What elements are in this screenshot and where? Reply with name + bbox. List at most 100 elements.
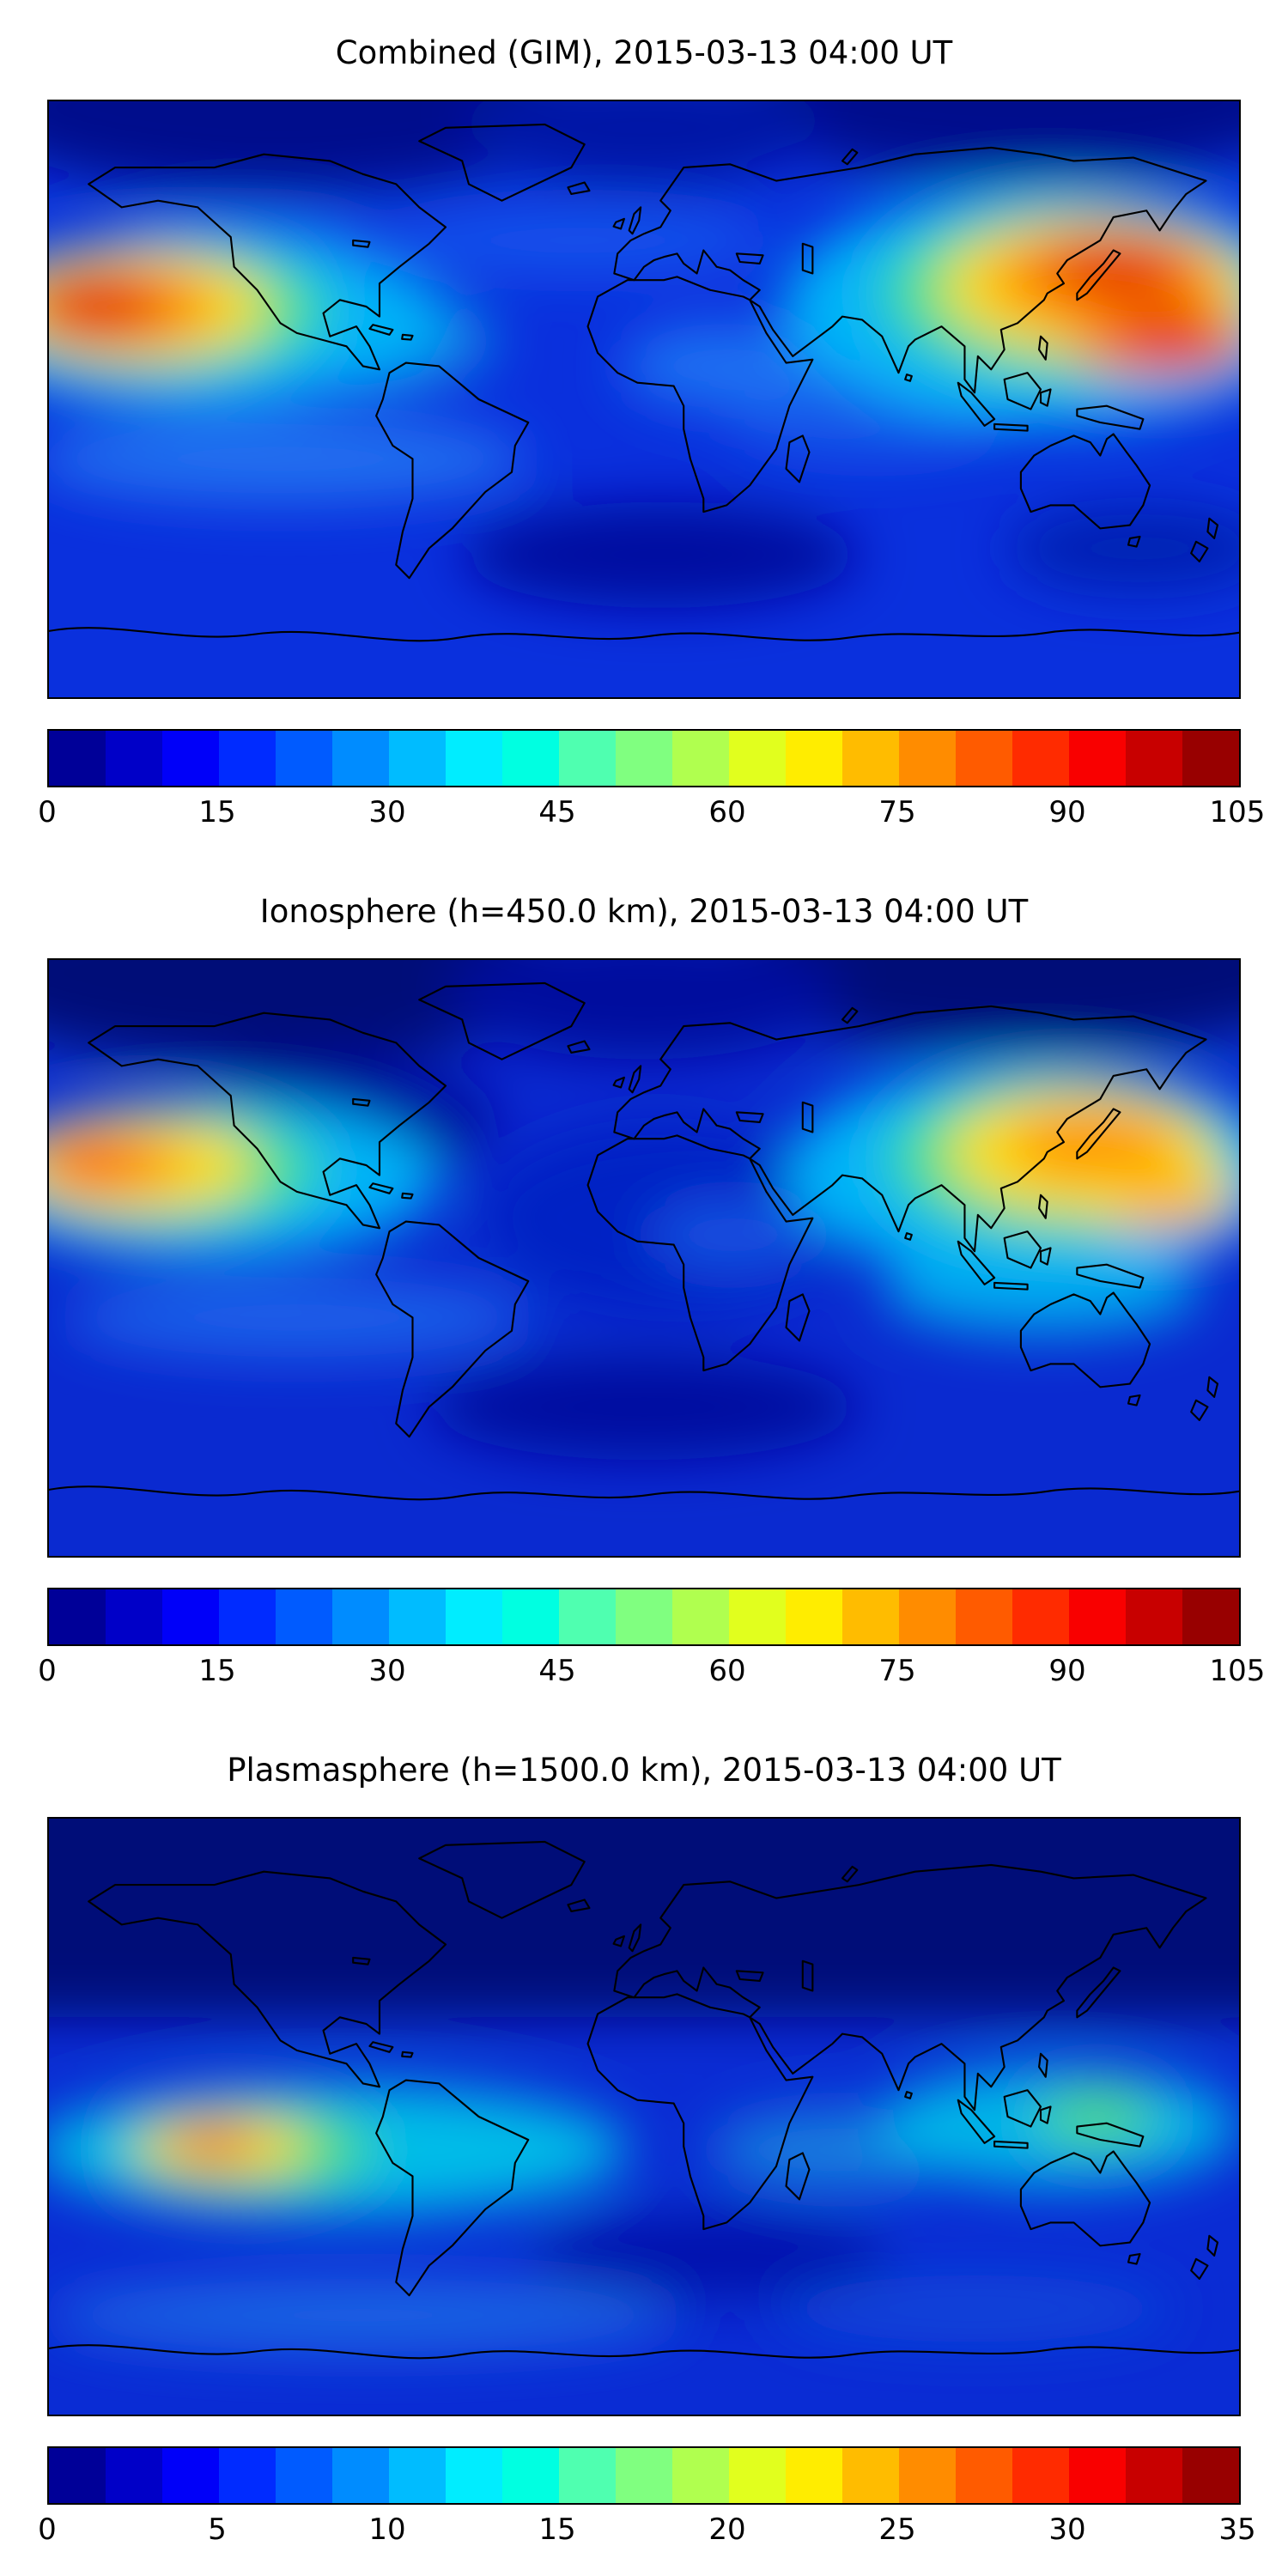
colorbar-segment xyxy=(786,1589,842,1644)
colorbar-segment xyxy=(1126,731,1182,786)
colorbar-segment xyxy=(899,2448,956,2503)
panel-ionosphere: Ionosphere (h=450.0 km), 2015-03-13 04:0… xyxy=(0,859,1288,1717)
colorbar-segment xyxy=(219,2448,276,2503)
colorbar-segment xyxy=(332,1589,389,1644)
tick-label: 0 xyxy=(38,1654,57,1688)
colorbar-segment xyxy=(1012,2448,1069,2503)
colorbar-segment xyxy=(446,731,502,786)
colorbar-ticks-plasmasphere: 0 5 10 15 20 25 30 35 xyxy=(38,2512,1255,2552)
colorbar-ticks-combined: 0 15 30 45 60 75 90 105 xyxy=(38,795,1265,835)
tick-label: 90 xyxy=(1048,795,1086,829)
colorbar-segment xyxy=(1069,1589,1126,1644)
panel-plasmasphere: Plasmasphere (h=1500.0 km), 2015-03-13 0… xyxy=(0,1717,1288,2576)
colorbar-segment xyxy=(956,1589,1012,1644)
panel-title-combined: Combined (GIM), 2015-03-13 04:00 UT xyxy=(335,34,953,71)
colorbar-segment xyxy=(49,731,106,786)
panel-combined: Combined (GIM), 2015-03-13 04:00 UT xyxy=(0,0,1288,859)
tick-label: 45 xyxy=(538,1654,576,1688)
tick-label: 5 xyxy=(208,2512,227,2547)
colorbar-segment xyxy=(219,731,276,786)
colorbar-segment xyxy=(276,731,332,786)
colorbar-segment xyxy=(672,731,729,786)
colorbar-segment xyxy=(729,2448,786,2503)
colorbar-segment xyxy=(1069,2448,1126,2503)
tick-label: 30 xyxy=(368,795,406,829)
colorbar-segment xyxy=(842,731,899,786)
colorbar-segment xyxy=(1182,1589,1239,1644)
colorbar-ionosphere xyxy=(47,1588,1241,1646)
colorbar-segment xyxy=(1012,731,1069,786)
tick-label: 10 xyxy=(368,2512,406,2547)
colorbar-segment xyxy=(899,731,956,786)
tick-label: 15 xyxy=(538,2512,576,2547)
colorbar-segment xyxy=(49,1589,106,1644)
colorbar-segment xyxy=(502,1589,559,1644)
map-plasmasphere xyxy=(47,1817,1241,2416)
colorbar-segment xyxy=(276,2448,332,2503)
tick-label: 45 xyxy=(538,795,576,829)
colorbar-segment xyxy=(502,2448,559,2503)
colorbar-segment xyxy=(389,2448,446,2503)
map-combined xyxy=(47,100,1241,699)
tick-label: 75 xyxy=(878,795,916,829)
colorbar-segment xyxy=(559,2448,616,2503)
colorbar-segment xyxy=(49,2448,106,2503)
colorbar-segment xyxy=(162,2448,219,2503)
tick-label: 0 xyxy=(38,795,57,829)
tick-label: 15 xyxy=(198,1654,236,1688)
colorbar-segment xyxy=(389,1589,446,1644)
colorbar-segment xyxy=(672,2448,729,2503)
colorbar-segment xyxy=(219,1589,276,1644)
colorbar-segment xyxy=(786,2448,842,2503)
colorbar-segment xyxy=(616,2448,672,2503)
panel-title-ionosphere: Ionosphere (h=450.0 km), 2015-03-13 04:0… xyxy=(259,893,1029,930)
tick-label: 30 xyxy=(1048,2512,1086,2547)
colorbar-segment xyxy=(332,731,389,786)
colorbar-segment xyxy=(446,1589,502,1644)
colorbar-combined xyxy=(47,729,1241,787)
colorbar-segment xyxy=(786,731,842,786)
tick-label: 0 xyxy=(38,2512,57,2547)
world-tec-map-plasmasphere xyxy=(49,1819,1239,2415)
tick-label: 35 xyxy=(1218,2512,1256,2547)
colorbar-segment xyxy=(106,731,162,786)
colorbar-segment xyxy=(106,2448,162,2503)
colorbar-segment xyxy=(1012,1589,1069,1644)
tick-label: 75 xyxy=(878,1654,916,1688)
colorbar-segment xyxy=(956,2448,1012,2503)
map-ionosphere xyxy=(47,958,1241,1558)
colorbar-segment xyxy=(502,731,559,786)
panel-title-plasmasphere: Plasmasphere (h=1500.0 km), 2015-03-13 0… xyxy=(227,1752,1061,1789)
colorbar-segment xyxy=(106,1589,162,1644)
colorbar-segment xyxy=(446,2448,502,2503)
colorbar-segment xyxy=(956,731,1012,786)
colorbar-segment xyxy=(162,731,219,786)
colorbar-segment xyxy=(1182,2448,1239,2503)
tick-label: 15 xyxy=(198,795,236,829)
tick-label: 105 xyxy=(1209,1654,1266,1688)
colorbar-segment xyxy=(1182,731,1239,786)
colorbar-segment xyxy=(616,1589,672,1644)
colorbar-segment xyxy=(729,731,786,786)
colorbar-segment xyxy=(559,1589,616,1644)
tick-label: 30 xyxy=(368,1654,406,1688)
colorbar-segment xyxy=(276,1589,332,1644)
tick-label: 90 xyxy=(1048,1654,1086,1688)
tick-label: 25 xyxy=(878,2512,916,2547)
colorbar-segment xyxy=(1126,2448,1182,2503)
colorbar-segment xyxy=(332,2448,389,2503)
tick-label: 105 xyxy=(1209,795,1266,829)
colorbar-segment xyxy=(672,1589,729,1644)
tick-label: 60 xyxy=(708,1654,746,1688)
colorbar-segment xyxy=(1126,1589,1182,1644)
colorbar-segment xyxy=(729,1589,786,1644)
colorbar-segment xyxy=(616,731,672,786)
colorbar-plasmasphere xyxy=(47,2446,1241,2505)
colorbar-segment xyxy=(559,731,616,786)
colorbar-segment xyxy=(389,731,446,786)
tick-label: 60 xyxy=(708,795,746,829)
colorbar-segment xyxy=(842,2448,899,2503)
colorbar-segment xyxy=(899,1589,956,1644)
colorbar-segment xyxy=(1069,731,1126,786)
tick-label: 20 xyxy=(708,2512,746,2547)
